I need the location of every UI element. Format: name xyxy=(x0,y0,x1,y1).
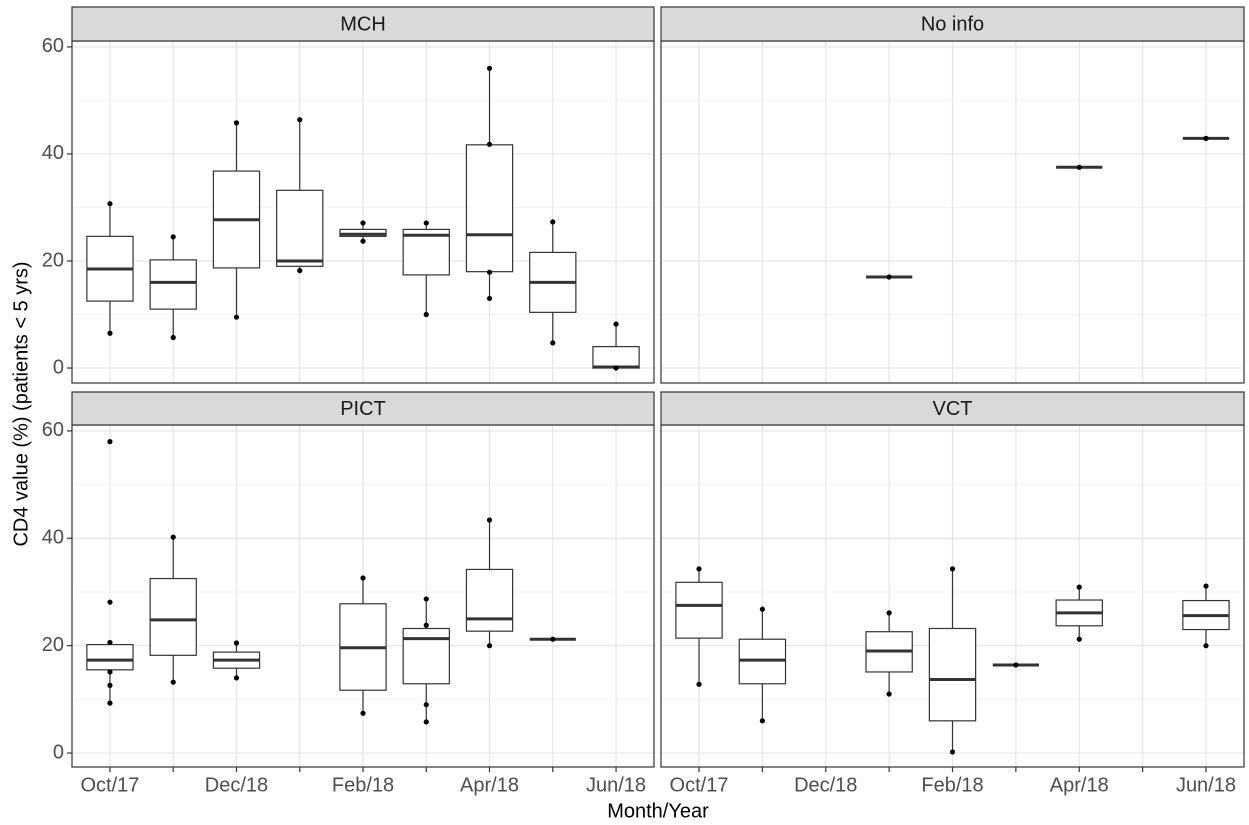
data-point xyxy=(886,274,892,280)
data-point xyxy=(949,566,956,572)
data-point xyxy=(1203,135,1209,142)
box xyxy=(276,189,324,267)
x-tick-label: Feb/18 xyxy=(921,774,983,796)
strip xyxy=(71,391,655,426)
box xyxy=(465,568,514,632)
data-point xyxy=(1013,662,1019,668)
data-point xyxy=(759,718,765,724)
data-point xyxy=(360,238,366,244)
y-tick-label: 60 xyxy=(42,419,64,441)
data-point xyxy=(696,681,702,687)
data-point xyxy=(107,669,113,675)
data-point xyxy=(486,65,493,71)
data-point xyxy=(423,622,429,628)
data-point xyxy=(486,295,493,302)
x-tick-label: Jun/18 xyxy=(586,774,646,796)
data-point xyxy=(886,691,892,697)
strip xyxy=(71,6,655,42)
data-point xyxy=(233,640,240,646)
strip-title: PICT xyxy=(340,398,386,420)
data-point xyxy=(423,719,429,725)
strip-title: MCH xyxy=(340,13,386,35)
data-point xyxy=(360,710,366,716)
x-tick-label: Feb/18 xyxy=(332,774,394,796)
data-point xyxy=(297,117,303,123)
box xyxy=(592,346,640,369)
data-point xyxy=(423,311,429,318)
data-point xyxy=(550,340,556,346)
data-point xyxy=(107,201,113,207)
data-point xyxy=(696,566,702,572)
data-point xyxy=(486,517,493,523)
data-point xyxy=(107,682,113,688)
strip xyxy=(660,6,1245,42)
data-point xyxy=(1076,584,1082,590)
box xyxy=(402,228,450,276)
data-point xyxy=(360,220,366,226)
box xyxy=(675,581,723,639)
data-point xyxy=(759,606,765,612)
strip xyxy=(660,391,1245,426)
x-tick-label: Dec/18 xyxy=(794,774,857,796)
y-tick-label: 0 xyxy=(53,741,64,763)
y-tick-label: 60 xyxy=(42,35,64,57)
strip-title: No info xyxy=(921,13,984,35)
data-point xyxy=(949,749,956,755)
data-point xyxy=(1203,643,1209,649)
data-point xyxy=(107,639,113,646)
box xyxy=(465,144,514,273)
y-tick-label: 0 xyxy=(53,356,64,378)
data-point xyxy=(1076,164,1082,170)
data-point xyxy=(486,141,493,147)
x-tick-label: Oct/17 xyxy=(670,774,729,796)
data-point xyxy=(107,700,113,706)
data-point xyxy=(233,314,240,320)
data-point xyxy=(423,220,429,226)
data-point xyxy=(423,596,429,602)
x-tick-label: Oct/17 xyxy=(80,774,139,796)
data-point xyxy=(170,234,176,240)
box xyxy=(149,259,197,310)
data-point xyxy=(107,599,113,605)
data-point xyxy=(107,330,113,336)
data-point xyxy=(550,219,556,225)
data-point xyxy=(1076,636,1082,642)
data-point xyxy=(613,321,619,327)
box xyxy=(86,643,134,671)
data-point xyxy=(486,643,493,649)
y-axis-title: CD4 value (%) (patients < 5 yrs) xyxy=(10,261,32,546)
data-point xyxy=(170,334,176,341)
data-point xyxy=(613,365,619,371)
x-axis-title: Month/Year xyxy=(607,800,709,822)
x-tick-label: Dec/18 xyxy=(205,774,268,796)
box xyxy=(149,577,197,656)
y-tick-label: 40 xyxy=(42,142,64,164)
y-tick-label: 20 xyxy=(42,634,64,656)
data-point xyxy=(423,702,429,708)
data-point xyxy=(233,675,240,681)
box xyxy=(928,627,977,722)
data-point xyxy=(233,120,240,126)
data-point xyxy=(107,439,113,445)
data-point xyxy=(170,679,176,685)
data-point xyxy=(886,610,892,616)
data-point xyxy=(360,575,366,581)
box xyxy=(402,627,450,685)
strip-title: VCT xyxy=(933,398,973,420)
data-point xyxy=(170,534,176,540)
y-tick-label: 20 xyxy=(42,249,64,271)
x-tick-label: Apr/18 xyxy=(1050,774,1109,796)
x-tick-label: Apr/18 xyxy=(460,774,519,796)
y-tick-label: 40 xyxy=(42,527,64,549)
data-point xyxy=(486,269,493,275)
data-point xyxy=(550,636,556,642)
data-point xyxy=(1203,583,1209,589)
x-tick-label: Jun/18 xyxy=(1176,774,1236,796)
data-point xyxy=(297,268,303,274)
